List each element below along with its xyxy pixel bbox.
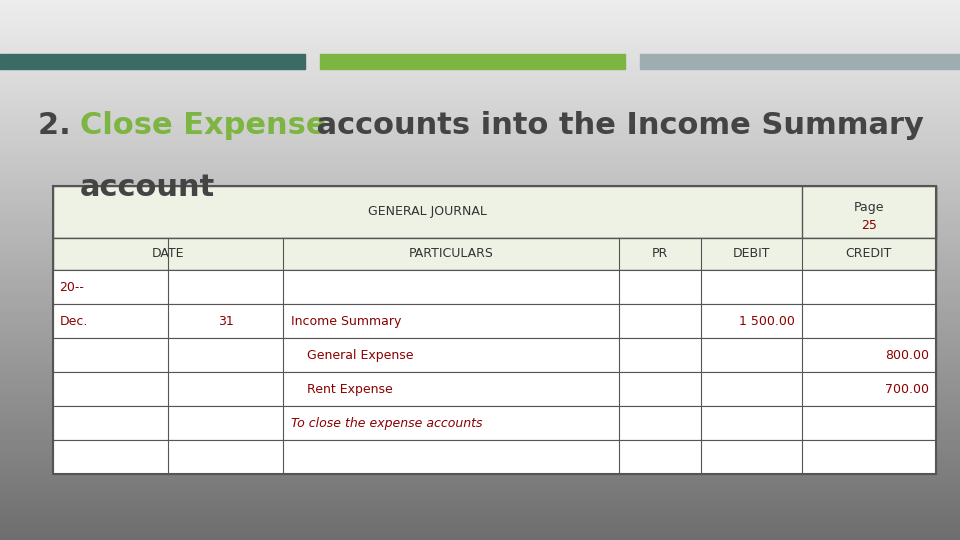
Bar [53,186,936,238]
Text: Dec.: Dec. [60,314,88,328]
Text: 31: 31 [218,314,233,328]
Text: PR: PR [652,247,668,260]
Text: 800.00: 800.00 [885,348,929,362]
Text: 20--: 20-- [60,280,84,294]
Text: Page: Page [853,201,884,214]
Text: 700.00: 700.00 [885,382,929,396]
Text: 25: 25 [861,219,876,232]
Text: 2.: 2. [38,111,92,140]
Text: GENERAL JOURNAL: GENERAL JOURNAL [368,205,487,219]
Text: To close the expense accounts: To close the expense accounts [291,416,482,430]
Bar [640,54,960,69]
Bar [0,54,305,69]
Text: General Expense: General Expense [307,348,414,362]
Text: CREDIT: CREDIT [846,247,892,260]
Bar [320,54,625,69]
Bar [53,440,936,474]
Bar [53,238,936,270]
Text: DEBIT: DEBIT [732,247,770,260]
Text: Rent Expense: Rent Expense [307,382,393,396]
Bar [53,372,936,406]
Text: Income Summary: Income Summary [291,314,401,328]
Text: 1 500.00: 1 500.00 [739,314,795,328]
Text: PARTICULARS: PARTICULARS [409,247,493,260]
Bar [53,304,936,338]
Bar [53,270,936,304]
Text: Close Expense: Close Expense [80,111,326,140]
Text: account: account [80,173,215,202]
Bar [802,186,936,238]
Text: accounts into the Income Summary: accounts into the Income Summary [306,111,924,140]
Bar [53,406,936,440]
Text: DATE: DATE [152,247,184,260]
Bar [53,338,936,372]
Bar [53,186,936,474]
